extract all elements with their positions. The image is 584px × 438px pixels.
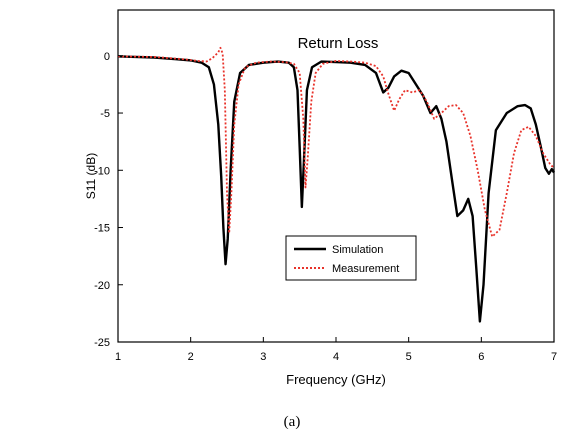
y-tick-label: -20 [94,280,110,292]
x-axis-label: Frequency (GHz) [286,372,386,387]
x-tick-label: 3 [260,351,266,363]
series-line-simulation [117,55,556,323]
x-tick-label: 2 [188,351,194,363]
y-tick-label: -10 [94,165,110,177]
legend: Simulation Measurement [285,235,417,281]
legend-box [285,235,417,281]
x-tick-label: 4 [333,351,339,363]
series-line-measurement [117,46,555,238]
series-layer [117,46,556,323]
x-tick-label: 5 [406,351,412,363]
x-tick-label: 7 [551,351,557,363]
y-axis-ticks: 0 -5 -10 -15 -20 -25 [94,51,123,349]
figure-caption: (a) [283,414,301,430]
y-axis-label: S11 (dB) [84,153,98,199]
legend-label-simulation: Simulation [332,244,383,256]
legend-label-measurement: Measurement [332,263,399,275]
chart-title: Return Loss [298,35,379,52]
plot-content: 1 2 3 4 5 6 7 0 -5 -10 -15 -20 -25 [94,46,557,363]
y-tick-label: -15 [94,223,110,235]
y-tick-label: 0 [104,51,110,63]
y-tick-label: -5 [100,108,110,120]
x-tick-label: 1 [115,351,121,363]
x-tick-label: 6 [478,351,484,363]
x-axis-ticks: 1 2 3 4 5 6 7 [115,337,557,363]
y-tick-label: -25 [94,337,110,349]
